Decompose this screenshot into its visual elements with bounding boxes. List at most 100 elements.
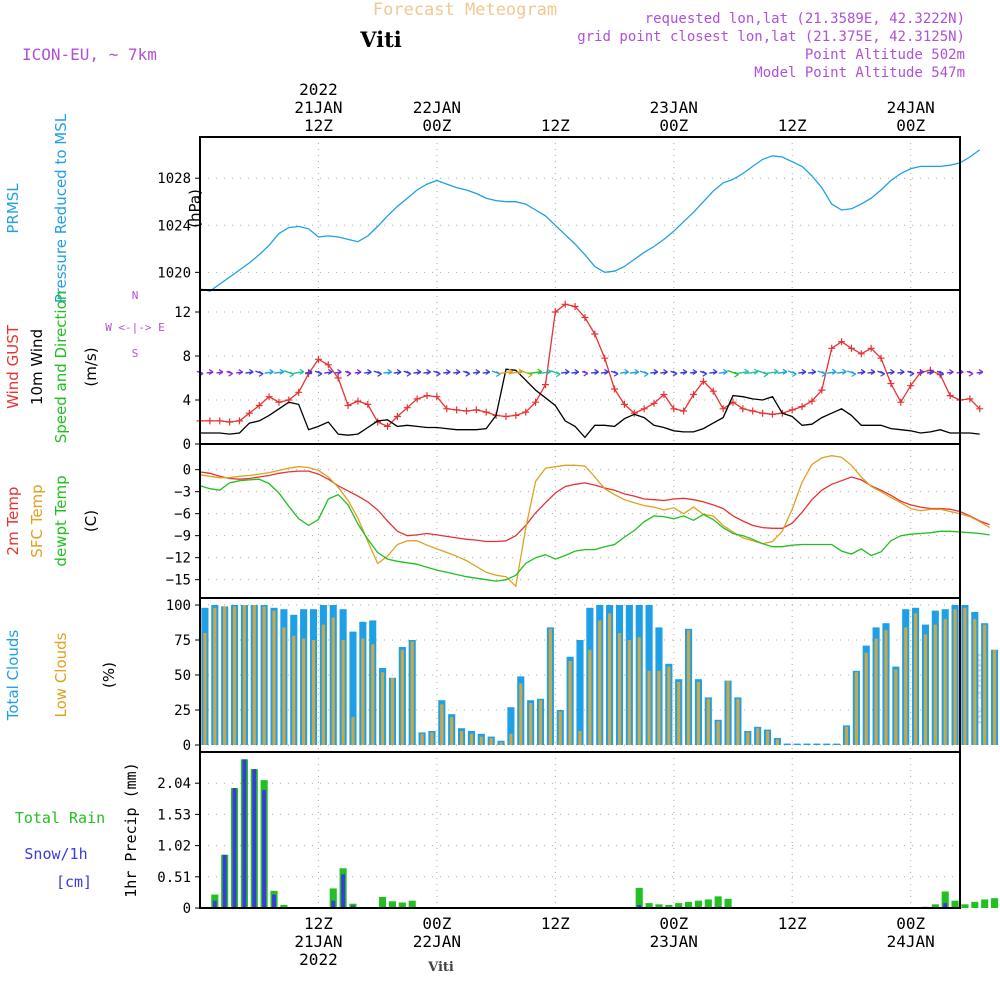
- bar-total: [388, 901, 397, 908]
- ylabel-clouds-1: Low Clouds: [52, 632, 70, 717]
- compass-north: N: [132, 289, 139, 302]
- bar-low: [519, 683, 523, 745]
- bar-low: [756, 728, 760, 745]
- bar-total: [329, 888, 337, 908]
- point-altitude: Point Altitude 502m: [805, 47, 965, 63]
- bar-total: [823, 743, 831, 745]
- gust-marker: [670, 405, 678, 413]
- bar-low: [311, 640, 316, 745]
- bar-low: [390, 677, 395, 745]
- wind-arrow-head: [485, 368, 491, 375]
- gust-marker: [907, 382, 915, 390]
- wind-arrow-head: [811, 368, 817, 375]
- gust-marker: [887, 380, 895, 387]
- wind-arrow: [836, 371, 847, 374]
- wind-arrow-head: [831, 368, 837, 375]
- panel-frame: [199, 443, 961, 599]
- wind-arrow-head: [406, 370, 412, 377]
- bar-low: [696, 682, 701, 745]
- bar-low: [933, 624, 937, 745]
- gust-marker: [976, 405, 984, 413]
- bar-low: [973, 619, 977, 745]
- bar-total: [507, 707, 515, 745]
- wind-arrow-head: [426, 368, 431, 375]
- bar-low: [223, 606, 227, 745]
- wind-arrow-head: [604, 368, 609, 375]
- series-line-sfc: [199, 455, 990, 588]
- bar-low: [262, 606, 266, 745]
- gust-marker: [630, 409, 638, 417]
- gust-marker: [561, 300, 569, 308]
- ylabel-clouds-0: Total Clouds: [4, 630, 22, 722]
- y-tick-label: 0: [183, 437, 191, 453]
- bar-low: [647, 670, 651, 745]
- y-tick-label: −15: [166, 573, 191, 589]
- bar-low: [302, 638, 306, 745]
- bar-low: [667, 666, 671, 745]
- bar-snow: [242, 759, 247, 908]
- gust-marker: [216, 417, 224, 425]
- gust-marker: [660, 391, 668, 398]
- gust-marker: [709, 387, 717, 395]
- wind-arrow: [293, 371, 304, 374]
- wind-arrow-head: [455, 368, 461, 375]
- gust-marker: [739, 405, 747, 413]
- gust-marker: [384, 422, 392, 430]
- bar-total: [655, 904, 663, 908]
- bar-low: [450, 717, 454, 745]
- gust-marker: [472, 406, 480, 414]
- panels-group: 1020 1024 1028 PRMSL Pressure Reduced to MSL…: [4, 80, 999, 969]
- precip-legend-2: [cm]: [56, 873, 92, 891]
- wind-arrow-head: [821, 370, 827, 377]
- wind-arrow-head: [890, 368, 895, 375]
- panel-temperature: −15 −12 −9 −6 −3 0 2m Temp SFC Temp dewpt Temp (C…: [4, 443, 990, 599]
- gust-marker: [966, 395, 974, 403]
- bar-low: [400, 649, 404, 745]
- wind-arrow-head: [475, 368, 481, 375]
- bar-total: [961, 904, 969, 908]
- bar-low: [213, 607, 217, 745]
- location-title: Viti: [359, 27, 402, 52]
- bar-low: [746, 732, 750, 745]
- wind-arrow-head: [555, 371, 561, 378]
- bar-low: [430, 732, 434, 745]
- bar-low: [716, 721, 720, 745]
- gust-marker: [502, 413, 510, 420]
- gust-marker: [423, 392, 431, 400]
- bar-total: [724, 898, 732, 908]
- gust-marker: [897, 398, 905, 406]
- gust-marker: [699, 377, 707, 385]
- bar-total: [813, 743, 821, 745]
- wind-arrow-head: [672, 370, 678, 377]
- bar-low: [923, 634, 928, 745]
- gust-marker: [571, 303, 579, 310]
- gust-marker: [719, 405, 727, 413]
- wind-arrow-head: [327, 368, 333, 375]
- gust-marker: [226, 418, 234, 426]
- bottom-time-label: 00Z: [896, 914, 925, 933]
- top-time-label: 00Z: [659, 116, 688, 135]
- gust-marker: [541, 381, 549, 389]
- bar-low: [440, 704, 444, 745]
- y-tick-label: 0.51: [157, 870, 191, 886]
- bar-low: [736, 698, 740, 745]
- wind-arrow: [539, 370, 552, 375]
- wind-arrow-head: [723, 368, 728, 375]
- bar-total: [793, 743, 801, 745]
- wind-arrow-head: [712, 368, 718, 375]
- bar-total: [665, 904, 673, 908]
- top-time-label: 22JAN: [413, 98, 461, 117]
- wind-arrow-head: [228, 370, 233, 377]
- panel-clouds: 0 25 50 75 100 Total Clouds Low Clouds (%): [4, 597, 999, 754]
- gust-marker: [857, 350, 865, 358]
- gust-marker: [482, 408, 490, 416]
- bar-low: [509, 733, 513, 745]
- wind-arrow-head: [299, 368, 305, 375]
- bar-snow: [232, 788, 237, 908]
- top-time-label: 2022: [299, 80, 338, 99]
- y-tick-label: 4: [183, 393, 191, 409]
- bar-total: [783, 743, 791, 745]
- bar-total: [685, 901, 693, 908]
- series-line-wind10m: [200, 368, 980, 439]
- bar-low: [469, 733, 474, 745]
